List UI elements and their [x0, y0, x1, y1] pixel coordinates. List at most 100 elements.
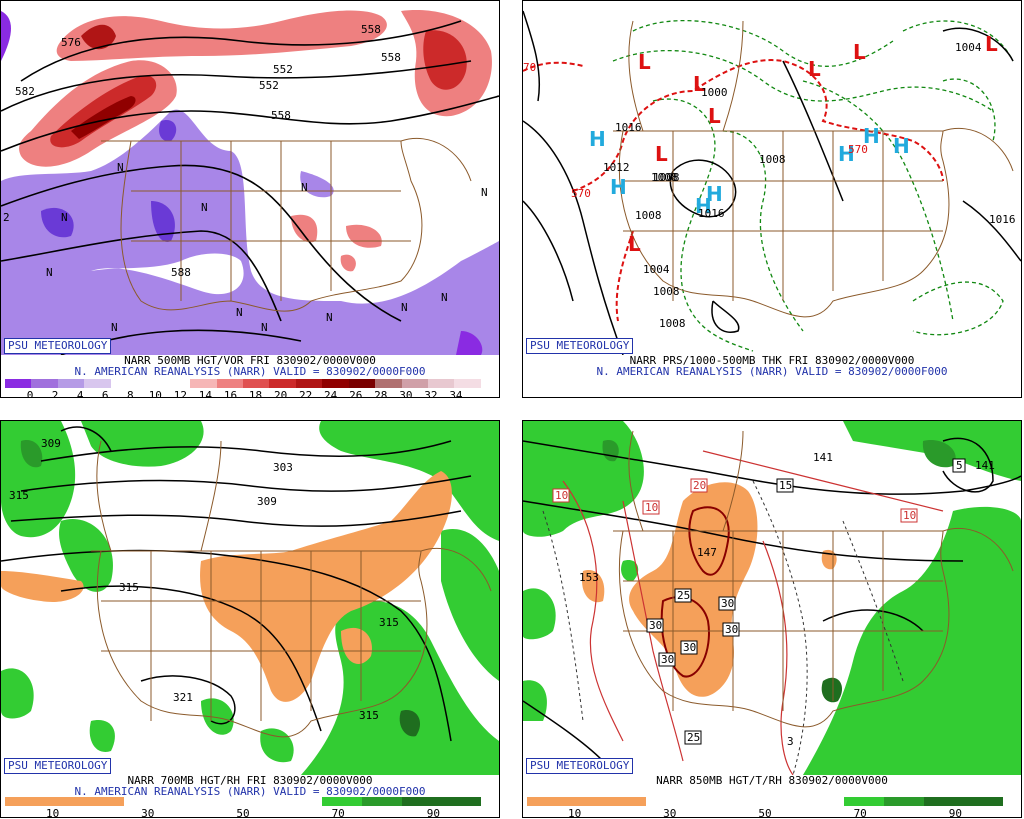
svg-text:147: 147	[697, 546, 717, 559]
panel-700mb-hgt-rh: 309 315 303 309 315 315 321 315 PSU METEOROLO…	[0, 420, 500, 818]
svg-text:N: N	[481, 186, 488, 199]
colorbar-swatch	[606, 797, 646, 806]
svg-text:153: 153	[579, 571, 599, 584]
colorbar-swatch	[137, 379, 164, 388]
colorbar-tick-label: 50	[758, 807, 772, 818]
colorbar-tick-label: 34	[449, 389, 463, 398]
svg-text:N: N	[236, 306, 243, 319]
svg-text:552: 552	[259, 79, 279, 92]
colorbar-swatch	[527, 797, 567, 806]
colorbar-tick-label: 16	[223, 389, 238, 398]
svg-text:570: 570	[848, 143, 868, 156]
colorbar-swatch	[57, 379, 85, 388]
svg-text:N: N	[201, 201, 208, 214]
svg-text:25: 25	[677, 589, 690, 602]
colorbar-tick-label: 0	[26, 389, 34, 398]
svg-text:1016: 1016	[989, 213, 1016, 226]
colorbar-tick-label: 30	[399, 389, 413, 398]
colorbar-swatch	[190, 379, 217, 388]
colorbar-tick-label: 32	[424, 389, 438, 398]
colorbar-tick-label: 10	[45, 807, 60, 818]
svg-text:30: 30	[649, 619, 662, 632]
colorbar-swatch	[242, 379, 270, 388]
svg-text:315: 315	[379, 616, 399, 629]
panel-subtitle: N. AMERICAN REANALYSIS (NARR) VALID = 83…	[596, 365, 948, 378]
svg-text:315: 315	[359, 709, 379, 722]
colorbar-swatch	[963, 797, 1003, 806]
colorbar-swatch	[454, 379, 481, 388]
colorbar-swatch	[401, 797, 442, 806]
svg-text:1000: 1000	[701, 86, 728, 99]
svg-text:1004: 1004	[955, 41, 982, 54]
svg-text:N: N	[401, 301, 408, 314]
psu-meteorology-label: PSU METEOROLOGY	[526, 338, 634, 354]
colorbar-rh	[527, 797, 1003, 806]
svg-text:25: 25	[687, 731, 700, 744]
svg-text:141: 141	[975, 459, 995, 472]
svg-text:315: 315	[9, 489, 29, 502]
colorbar-swatch	[84, 797, 124, 806]
colorbar-swatch	[883, 797, 924, 806]
svg-text:H: H	[695, 194, 712, 218]
colorbar-swatch	[566, 797, 607, 806]
svg-text:309: 309	[257, 495, 277, 508]
svg-text:N: N	[117, 161, 124, 174]
svg-text:N: N	[111, 321, 118, 334]
colorbar-swatch	[322, 797, 362, 806]
svg-text:1008: 1008	[759, 153, 786, 166]
panel-title: NARR 500MB HGT/VOR FRI 830902/0000V000	[124, 354, 376, 367]
svg-text:L: L	[655, 142, 668, 166]
colorbar-swatch	[361, 797, 402, 806]
svg-text:L: L	[693, 72, 706, 96]
colorbar-tick-label: 90	[948, 807, 963, 818]
svg-text:1008: 1008	[659, 317, 686, 330]
colorbar-tick-label: 4	[76, 389, 84, 398]
colorbar-ticks: 10 30 50 70 90	[5, 807, 481, 818]
colorbar-tick-label: 10	[148, 389, 162, 398]
colorbar-tick-label: 12	[173, 389, 187, 398]
svg-text:576: 576	[61, 36, 81, 49]
colorbar-tick-label: 26	[349, 389, 363, 398]
colorbar-swatch	[764, 797, 805, 806]
colorbar-swatch	[5, 797, 45, 806]
svg-text:H: H	[706, 182, 723, 206]
svg-text:1004: 1004	[643, 263, 670, 276]
svg-text:L: L	[808, 57, 821, 81]
colorbar-swatch	[110, 379, 138, 388]
colorbar-swatch	[322, 379, 349, 388]
svg-text:1008: 1008	[651, 171, 678, 184]
svg-text:309: 309	[41, 437, 61, 450]
svg-text:570: 570	[571, 187, 591, 200]
colorbar-tick-label: 90	[426, 807, 441, 818]
high-pressure-symbols: H H H H H H H	[589, 124, 910, 218]
colorbar-tick-label: 14	[198, 389, 213, 398]
colorbar-tick-label: 50	[236, 807, 250, 818]
colorbar-tick-label: 24	[324, 389, 338, 398]
colorbar-swatch	[401, 379, 428, 388]
colorbar-tick-label: 22	[299, 389, 313, 398]
svg-text:10: 10	[903, 509, 916, 522]
colorbar-swatch	[348, 379, 376, 388]
colorbar-rh	[5, 797, 481, 806]
colorbar-tick-label: 10	[567, 807, 582, 818]
svg-text:H: H	[893, 134, 910, 158]
svg-text:N: N	[441, 291, 448, 304]
colorbar-tick-label: 30	[141, 807, 155, 818]
psu-meteorology-label: PSU METEOROLOGY	[4, 758, 112, 774]
svg-text:H: H	[863, 124, 880, 148]
svg-text:H: H	[610, 175, 627, 199]
svg-text:H: H	[838, 142, 855, 166]
colorbar-swatch	[441, 797, 481, 806]
svg-text:5: 5	[956, 459, 963, 472]
svg-text:N: N	[261, 321, 268, 334]
colorbar-ticks: 0 2 4 6 8 10 12 14 16 18 20 22 24 26 28 30 32 34	[5, 389, 481, 398]
colorbar-swatch	[725, 797, 765, 806]
svg-text:141: 141	[813, 451, 833, 464]
svg-text:N: N	[46, 266, 53, 279]
colorbar-swatch	[428, 379, 455, 388]
colorbar-ticks: 10 30 50 70 90	[527, 807, 1003, 818]
colorbar-vorticity	[5, 379, 481, 388]
map-700mb: 309 315 303 309 315 315 321 315	[1, 421, 499, 775]
svg-text:303: 303	[273, 461, 293, 474]
